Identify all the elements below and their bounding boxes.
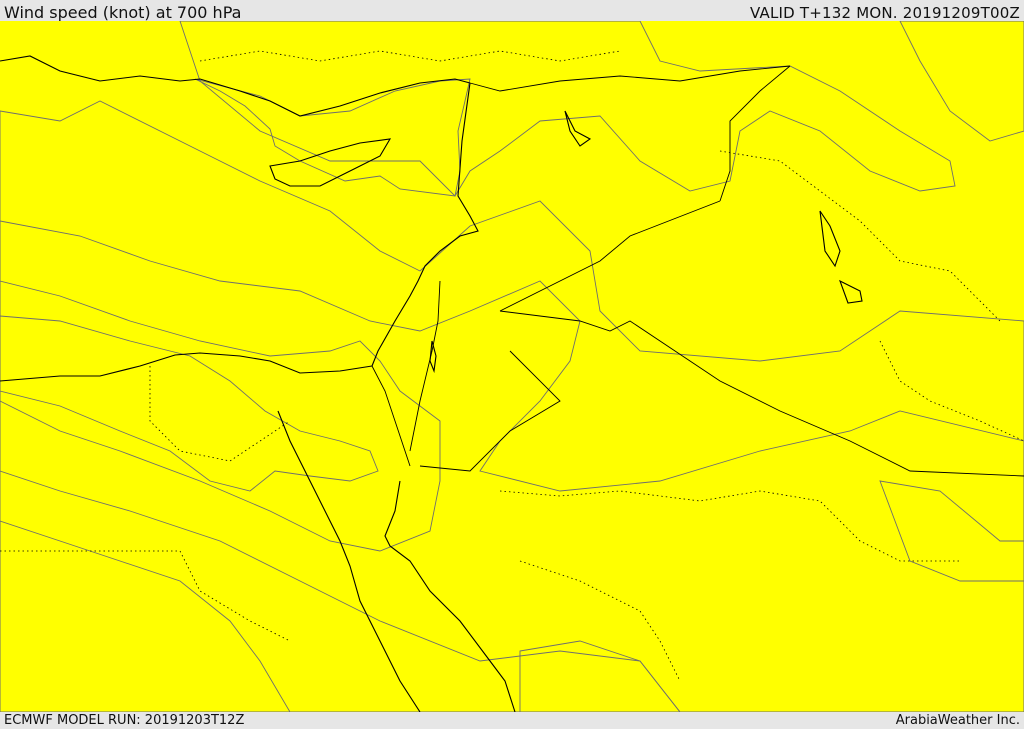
lake-northeast [819,210,841,268]
border-turkey-syria [469,65,791,92]
border-jordan-saudi [499,310,1024,477]
border-jordan-israel [409,280,441,452]
dead-sea [429,340,437,374]
wind-band-4 [0,280,441,552]
coastline-red-sea-east [384,480,516,712]
header-bar: Wind speed (knot) at 700 hPa VALID T+132… [0,0,1024,22]
border-iraq-iran [719,65,791,202]
coastline-gulf-suez [277,410,421,712]
border-saudi-jordan-south [419,350,561,472]
map-canvas [0,21,1024,712]
wind-speed-map[interactable] [0,21,1024,712]
wind-band-2-se [879,480,1024,582]
wind-band-yellow [0,21,1024,712]
coastline-cyprus [269,138,392,187]
border-syria-iraq [499,200,721,312]
coastline-levant [371,82,479,367]
wind-band-3 [0,220,1024,712]
province-lines-saudi-2 [519,560,681,682]
gulf-of-iskenderun [564,110,592,147]
credit: ArabiaWeather Inc. [895,713,1020,728]
wind-band-2 [0,100,1024,712]
lake-northeast-2 [839,279,863,304]
model-run: ECMWF MODEL RUN: 20191203T12Z [4,713,245,728]
footer-bar: ECMWF MODEL RUN: 20191203T12Z ArabiaWeat… [0,712,1024,729]
wind-band-2-s [519,640,681,712]
wind-band-5 [0,315,379,492]
wind-band-light-east [899,21,1024,142]
coastline-egypt [0,352,373,382]
border-egypt-israel [371,365,411,467]
valid-time: VALID T+132 MON. 20191209T00Z [750,4,1020,22]
wind-band-2-sw [0,520,291,712]
province-lines-saudi [499,490,960,562]
province-lines-egypt-2 [0,550,291,642]
wind-band-light [179,21,956,197]
map-title: Wind speed (knot) at 700 hPa [4,3,242,22]
coastline-turkey [0,55,471,117]
province-lines-egypt [149,366,291,462]
wind-band-calm [194,78,471,197]
province-lines-turkey [199,50,621,62]
